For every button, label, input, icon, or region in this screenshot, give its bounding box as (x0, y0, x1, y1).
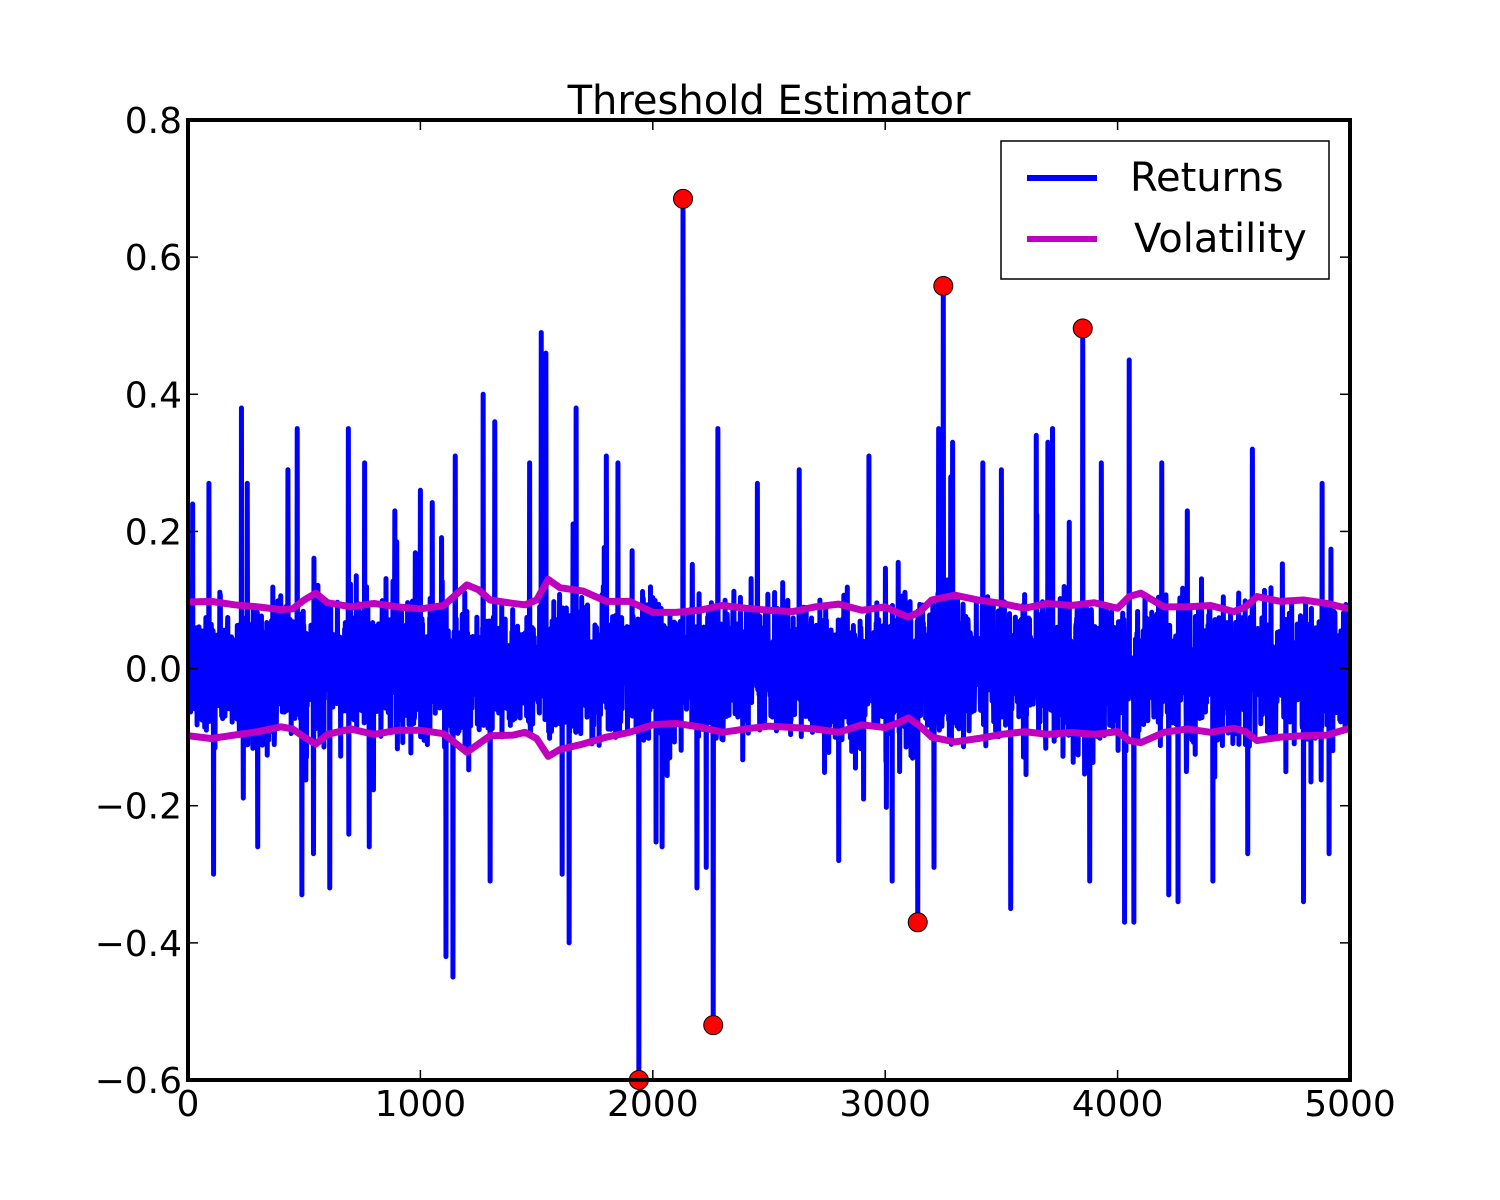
y-tick-label: −0.4 (95, 924, 182, 965)
returns-series (188, 196, 1350, 1080)
chart-title: Threshold Estimator (567, 78, 971, 124)
jump-marker (907, 912, 928, 933)
y-tick-label: −0.6 (95, 1061, 182, 1102)
jump-marker (703, 1015, 724, 1036)
volatility-series (188, 575, 1350, 760)
x-tick-label: 4000 (1072, 1084, 1164, 1125)
jump-marker (933, 275, 954, 296)
y-tick-label: −0.2 (95, 787, 182, 828)
y-tick-label: 0.8 (125, 101, 182, 142)
legend-label-volatility: Volatility (1134, 216, 1307, 262)
legend-label-returns: Returns (1130, 155, 1284, 201)
returns-line (188, 196, 1350, 1080)
jump-marker (1072, 318, 1093, 339)
x-tick-label: 0 (177, 1084, 200, 1125)
volatility-upper-line (188, 575, 1350, 621)
jump-markers (628, 188, 1093, 1090)
x-tick-label: 1000 (375, 1084, 467, 1125)
y-tick-label: 0.2 (125, 512, 182, 553)
x-tick-label: 5000 (1304, 1084, 1396, 1125)
x-tick-label: 3000 (839, 1084, 931, 1125)
jump-marker (673, 188, 694, 209)
y-tick-label: 0.4 (125, 375, 182, 416)
axis-ticks: 0 1000 2000 3000 4000 5000 −0.6 −0.4 −0.2 0.0 0.2 0… (95, 101, 1396, 1125)
legend-box (1000, 140, 1330, 280)
volatility-lower-line (188, 714, 1350, 760)
legend: Returns Volatility (1000, 140, 1330, 280)
plot-area-frame (186, 118, 1352, 1082)
x-tick-label: 2000 (607, 1084, 699, 1125)
y-tick-label: 0.0 (125, 650, 182, 691)
y-tick-label: 0.6 (125, 238, 182, 279)
